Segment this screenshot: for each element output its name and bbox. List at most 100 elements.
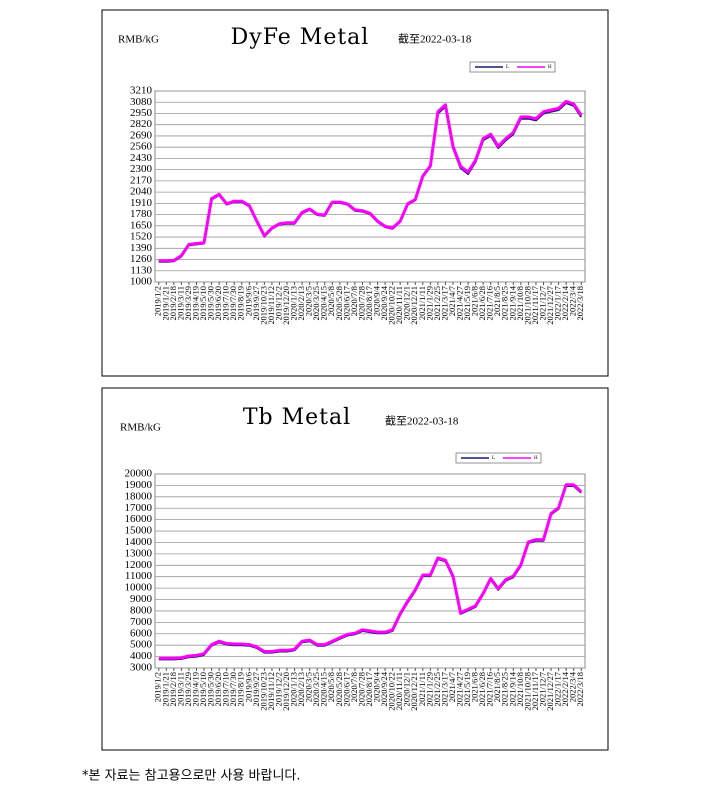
y-tick-label: 3210	[130, 85, 153, 97]
x-tick-label: 2020/6/17	[341, 672, 351, 706]
x-tick-label: 2020/5/28	[334, 672, 344, 706]
y-tick-label: 9000	[130, 593, 153, 605]
x-tick-label: 2020/10/22	[387, 672, 397, 711]
x-tick-label: 2022/3/4	[568, 671, 578, 702]
legend-box	[469, 61, 556, 73]
x-tick-label: 2021/4/27	[454, 286, 464, 320]
x-tick-label: 2019/1/21	[160, 286, 170, 320]
y-tick-label: 8000	[130, 604, 153, 616]
y-tick-label: 1260	[130, 253, 153, 265]
x-tick-label: 2021/6/8	[470, 286, 480, 316]
x-tick-label: 2021/1/11	[417, 672, 427, 706]
y-tick-label: 17000	[125, 502, 153, 514]
x-tick-label: 2020/7/28	[356, 286, 366, 320]
x-tick-label: 2021/1/29	[424, 672, 434, 706]
x-tick-label: 2020/3/25	[311, 286, 321, 320]
chart-title: DyFe Metal	[231, 25, 370, 50]
x-tick-label: 2019/1/21	[160, 672, 170, 706]
x-tick-label: 2020/9/24	[379, 285, 389, 320]
x-tick-label: 2019/3/11	[175, 672, 185, 706]
x-tick-label: 2020/8/17	[364, 286, 374, 320]
y-tick-label: 1390	[130, 242, 153, 254]
x-tick-label: 2021/6/28	[477, 286, 487, 320]
x-tick-label: 2021/8/25	[500, 672, 510, 706]
x-tick-label: 2019/5/10	[198, 286, 208, 320]
x-tick-label: 2020/12/1	[402, 672, 412, 706]
footnote: *본 자료는 참고용으로만 사용 바랍니다.	[82, 769, 301, 784]
x-tick-label: 2019/9/6	[243, 672, 253, 702]
y-tick-label: 2430	[130, 152, 153, 164]
x-tick-label: 2020/12/1	[402, 286, 412, 320]
x-tick-label: 2019/5/10	[198, 672, 208, 706]
date-note: 截至2022-03-18	[398, 32, 472, 46]
x-tick-label: 2022/3/18	[575, 672, 585, 706]
legend-label: L	[492, 456, 495, 461]
x-tick-label: 2020/3/5	[304, 672, 314, 702]
x-tick-label: 2020/12/21	[409, 286, 419, 325]
legend-label: L	[506, 65, 509, 70]
plot-area	[154, 473, 586, 669]
y-tick-label: 4000	[130, 650, 153, 662]
x-tick-label: 2020/7/8	[349, 286, 359, 316]
x-tick-label: 2019/1/2	[153, 286, 163, 316]
y-tick-label: 2690	[130, 129, 153, 141]
legend-box	[455, 452, 542, 464]
y-tick-label: 5000	[130, 639, 153, 651]
y-tick-label: 2300	[130, 163, 153, 175]
x-tick-label: 2019/7/30	[228, 286, 238, 320]
x-tick-label: 2022/1/17	[553, 286, 563, 320]
y-tick-label: 2170	[130, 174, 153, 186]
x-tick-label: 2019/3/29	[183, 672, 193, 706]
x-tick-label: 2019/1/2	[153, 672, 163, 702]
x-tick-label: 2020/4/15	[319, 672, 329, 706]
x-tick-label: 2019/4/19	[190, 672, 200, 706]
x-tick-label: 2019/7/30	[228, 672, 238, 706]
x-tick-label: 2019/8/19	[236, 286, 246, 320]
x-tick-label: 2020/7/28	[356, 672, 366, 706]
y-tick-label: 14000	[125, 536, 153, 548]
x-tick-label: 2020/5/28	[334, 286, 344, 320]
x-tick-label: 2020/12/21	[409, 672, 419, 711]
x-tick-label: 2020/9/4	[371, 671, 381, 702]
x-tick-label: 2019/3/11	[175, 286, 185, 320]
x-tick-label: 2021/8/5	[492, 286, 502, 316]
plot-area	[154, 90, 586, 283]
x-tick-label: 2021/5/19	[462, 672, 472, 706]
x-tick-label: 2021/11/17	[530, 286, 540, 324]
x-tick-label: 2019/5/30	[206, 672, 216, 706]
x-tick-label: 2020/5/8	[326, 286, 336, 316]
x-tick-label: 2019/4/19	[190, 286, 200, 320]
x-tick-label: 2021/2/25	[432, 286, 442, 320]
x-tick-label: 2021/10/8	[515, 672, 525, 706]
x-tick-label: 2021/12/7	[537, 286, 547, 320]
date-note: 截至2022-03-18	[385, 414, 459, 428]
x-tick-label: 2021/12/7	[537, 672, 547, 706]
x-tick-label: 2020/1/13	[289, 672, 299, 706]
x-tick-label: 2019/9/27	[251, 286, 261, 320]
x-tick-label: 2021/4/7	[447, 286, 457, 316]
y-tick-label: 1910	[130, 197, 153, 209]
y-tick-label: 6000	[130, 627, 153, 639]
x-tick-label: 2019/9/27	[251, 672, 261, 706]
x-tick-label: 2020/11/11	[394, 286, 404, 324]
x-tick-label: 2021/9/14	[507, 285, 517, 320]
x-tick-label: 2021/3/17	[439, 286, 449, 320]
x-tick-label: 2021/10/28	[522, 286, 532, 325]
x-tick-label: 2020/11/11	[394, 672, 404, 710]
x-tick-label: 2021/6/28	[477, 672, 487, 706]
x-tick-label: 2021/12/27	[545, 286, 555, 325]
y-tick-label: 2040	[130, 186, 153, 198]
x-tick-label: 2019/11/12	[266, 286, 276, 324]
x-tick-label: 2022/2/14	[560, 285, 570, 320]
y-tick-label: 3080	[130, 96, 153, 108]
x-tick-label: 2022/2/14	[560, 671, 570, 706]
x-tick-label: 2019/7/10	[221, 286, 231, 320]
y-tick-label: 1130	[130, 264, 152, 276]
y-tick-label: 2950	[130, 107, 153, 119]
x-tick-label: 2022/3/18	[575, 286, 585, 320]
x-tick-label: 2019/8/19	[236, 672, 246, 706]
y-tick-label: 1000	[130, 276, 153, 288]
x-tick-label: 2020/9/4	[371, 285, 381, 316]
